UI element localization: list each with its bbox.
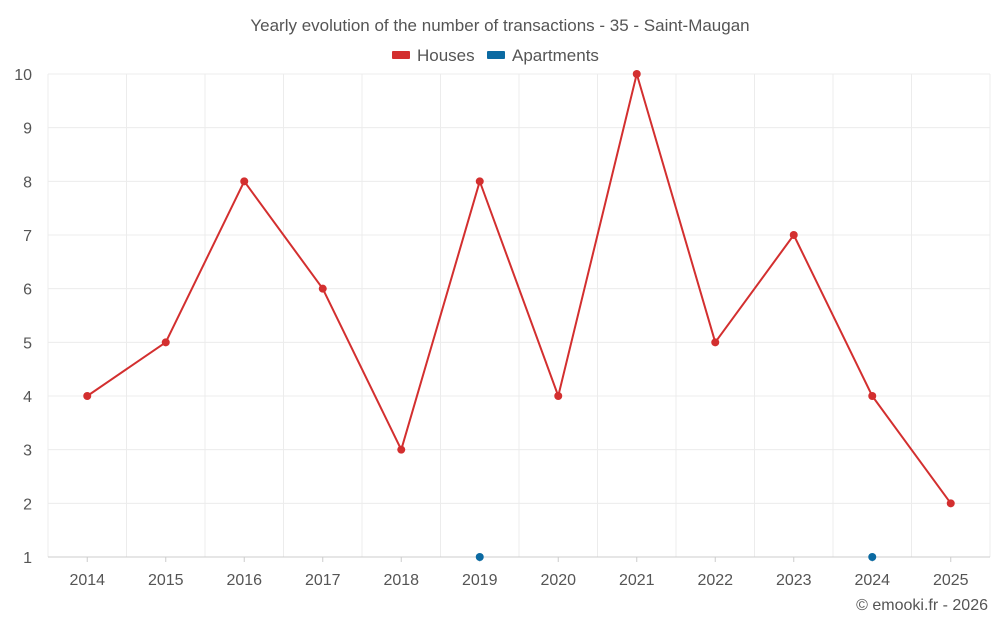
data-point-houses[interactable]	[868, 392, 877, 400]
data-point-houses[interactable]	[789, 231, 798, 239]
legend-item-houses[interactable]: Houses	[392, 46, 475, 65]
x-tick-label: 2015	[148, 572, 184, 589]
x-tick-label: 2019	[462, 572, 498, 589]
series-line-houses	[86, 73, 952, 504]
y-tick-label: 2	[23, 496, 32, 513]
axes: 1 2 3 4 5 6 7 8 9 10 2014 2015 2016 2017 2018 2019 2020 2…	[14, 67, 990, 589]
series	[83, 70, 955, 561]
x-tick-label: 2018	[383, 572, 419, 589]
data-point-apartments[interactable]	[475, 553, 484, 561]
y-tick-label: 5	[23, 335, 32, 352]
x-tick-label: 2025	[933, 572, 969, 589]
legend: Houses Apartments	[392, 46, 599, 65]
x-tick-label: 2017	[305, 572, 341, 589]
chart-title: Yearly evolution of the number of transa…	[250, 16, 749, 35]
x-tick-label: 2021	[619, 572, 655, 589]
legend-label-houses: Houses	[417, 46, 475, 65]
data-point-houses[interactable]	[946, 499, 955, 508]
x-tick-label: 2016	[226, 572, 262, 589]
y-tick-label: 3	[23, 443, 32, 460]
x-tick-label: 2014	[69, 572, 105, 589]
y-tick-label: 7	[23, 228, 32, 245]
y-tick-label: 8	[23, 174, 32, 191]
legend-label-apartments: Apartments	[512, 46, 599, 65]
data-point-houses[interactable]	[632, 70, 641, 78]
data-point-houses[interactable]	[554, 392, 563, 400]
x-tick-label: 2024	[854, 572, 890, 589]
data-point-houses[interactable]	[397, 445, 406, 454]
legend-item-apartments[interactable]: Apartments	[487, 46, 599, 65]
x-tick-label: 2020	[540, 572, 576, 589]
data-point-apartments[interactable]	[868, 553, 877, 561]
y-tick-label: 1	[23, 550, 32, 567]
x-tick-label: 2022	[697, 572, 733, 589]
data-point-houses[interactable]	[318, 284, 327, 293]
data-point-houses[interactable]	[240, 177, 249, 186]
data-point-houses[interactable]	[711, 338, 720, 347]
y-tick-label: 6	[23, 282, 32, 299]
data-point-houses[interactable]	[475, 177, 484, 186]
x-tick-label: 2023	[776, 572, 812, 589]
legend-swatch-apartments	[487, 51, 505, 59]
credit-text: © emooki.fr - 2026	[856, 597, 988, 614]
y-tick-label: 10	[14, 67, 32, 84]
data-point-houses[interactable]	[83, 392, 92, 400]
legend-swatch-houses	[392, 51, 410, 59]
y-tick-label: 9	[23, 121, 32, 138]
data-point-houses[interactable]	[161, 338, 170, 347]
grid	[47, 73, 991, 557]
y-tick-label: 4	[23, 389, 32, 406]
